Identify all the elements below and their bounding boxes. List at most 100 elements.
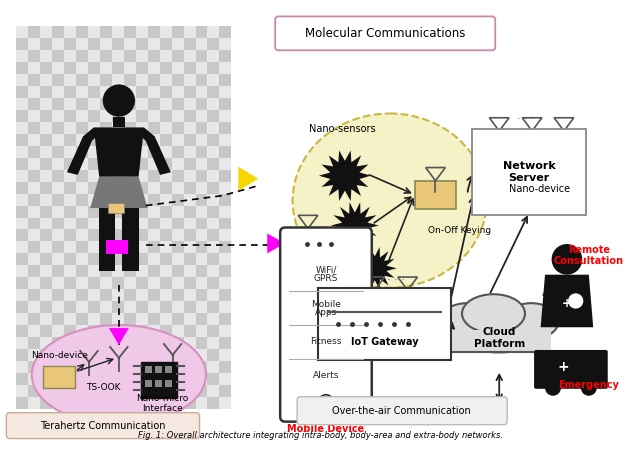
Bar xyxy=(160,241,172,253)
Bar xyxy=(112,313,124,325)
Bar xyxy=(112,98,124,110)
Bar xyxy=(28,301,40,313)
Bar xyxy=(112,337,124,349)
Bar xyxy=(76,170,88,182)
Ellipse shape xyxy=(32,325,206,425)
Bar xyxy=(220,98,232,110)
Bar xyxy=(124,122,136,134)
Bar xyxy=(76,158,88,170)
Bar xyxy=(40,134,52,146)
Bar xyxy=(52,217,64,230)
Text: IoT Gateway: IoT Gateway xyxy=(351,337,419,347)
Bar xyxy=(76,397,88,409)
Bar xyxy=(64,217,76,230)
Bar xyxy=(196,146,207,158)
Bar xyxy=(196,170,207,182)
Bar xyxy=(196,122,207,134)
Bar xyxy=(28,373,40,385)
Bar xyxy=(184,373,196,385)
Bar xyxy=(220,50,232,62)
Polygon shape xyxy=(139,128,171,175)
Bar xyxy=(136,313,148,325)
Bar xyxy=(112,146,124,158)
Bar xyxy=(136,74,148,86)
Bar xyxy=(136,193,148,206)
Bar xyxy=(196,265,207,277)
Bar xyxy=(172,361,184,373)
Bar xyxy=(220,146,232,158)
Bar xyxy=(207,38,220,50)
Bar xyxy=(136,217,148,230)
Bar xyxy=(52,206,64,217)
Bar xyxy=(136,62,148,74)
Bar xyxy=(148,277,160,289)
Bar xyxy=(124,217,136,230)
Bar xyxy=(160,86,172,98)
Bar xyxy=(207,325,220,337)
Bar xyxy=(88,325,100,337)
Bar xyxy=(145,366,152,373)
Bar xyxy=(124,301,136,313)
Bar xyxy=(76,74,88,86)
Bar xyxy=(52,98,64,110)
Bar xyxy=(207,301,220,313)
Bar xyxy=(112,122,124,134)
Bar xyxy=(172,217,184,230)
Bar xyxy=(52,349,64,361)
Bar xyxy=(28,193,40,206)
Bar xyxy=(148,397,160,409)
Bar xyxy=(160,98,172,110)
Bar xyxy=(148,110,160,122)
Bar xyxy=(160,217,172,230)
Text: · · · ·: · · · · xyxy=(516,114,541,124)
Bar xyxy=(207,337,220,349)
Bar xyxy=(196,62,207,74)
Bar xyxy=(40,397,52,409)
Bar xyxy=(100,253,112,265)
Bar xyxy=(76,86,88,98)
Text: Apps: Apps xyxy=(315,308,337,317)
Bar xyxy=(124,373,136,385)
Bar xyxy=(64,122,76,134)
Bar xyxy=(112,26,124,38)
Bar xyxy=(220,38,232,50)
Bar xyxy=(207,182,220,193)
Bar xyxy=(17,74,28,86)
Bar xyxy=(108,202,124,212)
Bar xyxy=(148,206,160,217)
Bar xyxy=(28,122,40,134)
Bar xyxy=(184,110,196,122)
Text: Nano-device: Nano-device xyxy=(31,351,88,360)
Bar xyxy=(17,50,28,62)
Bar xyxy=(40,313,52,325)
Bar xyxy=(28,253,40,265)
Bar xyxy=(172,397,184,409)
Bar xyxy=(172,134,184,146)
Bar xyxy=(64,349,76,361)
Bar xyxy=(64,325,76,337)
Bar xyxy=(207,74,220,86)
Bar xyxy=(88,98,100,110)
Bar xyxy=(112,230,124,241)
Bar xyxy=(17,289,28,301)
Bar xyxy=(172,313,184,325)
Bar xyxy=(28,146,40,158)
Bar xyxy=(64,38,76,50)
Bar xyxy=(148,74,160,86)
Bar xyxy=(160,265,172,277)
Bar xyxy=(52,253,64,265)
Bar xyxy=(207,146,220,158)
Bar xyxy=(124,385,136,397)
Bar xyxy=(112,206,124,217)
Bar xyxy=(160,277,172,289)
Bar xyxy=(124,134,136,146)
Bar xyxy=(220,193,232,206)
Polygon shape xyxy=(541,275,593,327)
Bar xyxy=(40,230,52,241)
Bar xyxy=(112,397,124,409)
Bar xyxy=(40,86,52,98)
Bar xyxy=(88,158,100,170)
Bar xyxy=(17,349,28,361)
Bar xyxy=(196,361,207,373)
Bar xyxy=(136,230,148,241)
